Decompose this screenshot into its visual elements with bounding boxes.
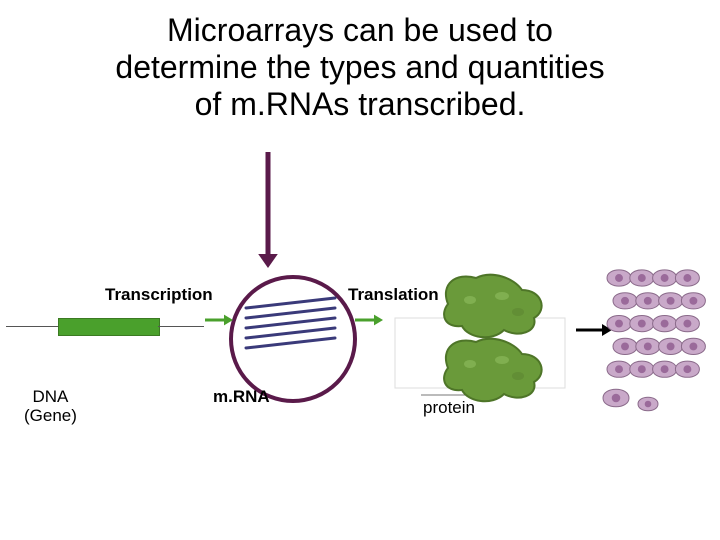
protein-label: protein: [423, 399, 475, 418]
dna-label-line1: DNA: [33, 387, 69, 406]
cells-cluster: [0, 0, 720, 540]
dna-label-line2: (Gene): [24, 406, 77, 425]
dna-label: DNA (Gene): [24, 388, 77, 425]
diagram-root: { "canvas": { "w": 720, "h": 540, "bg": …: [0, 0, 720, 540]
mrna-label-text: m.RNA: [213, 387, 270, 406]
mrna-label: m.RNA: [213, 388, 270, 407]
protein-label-text: protein: [423, 398, 475, 417]
